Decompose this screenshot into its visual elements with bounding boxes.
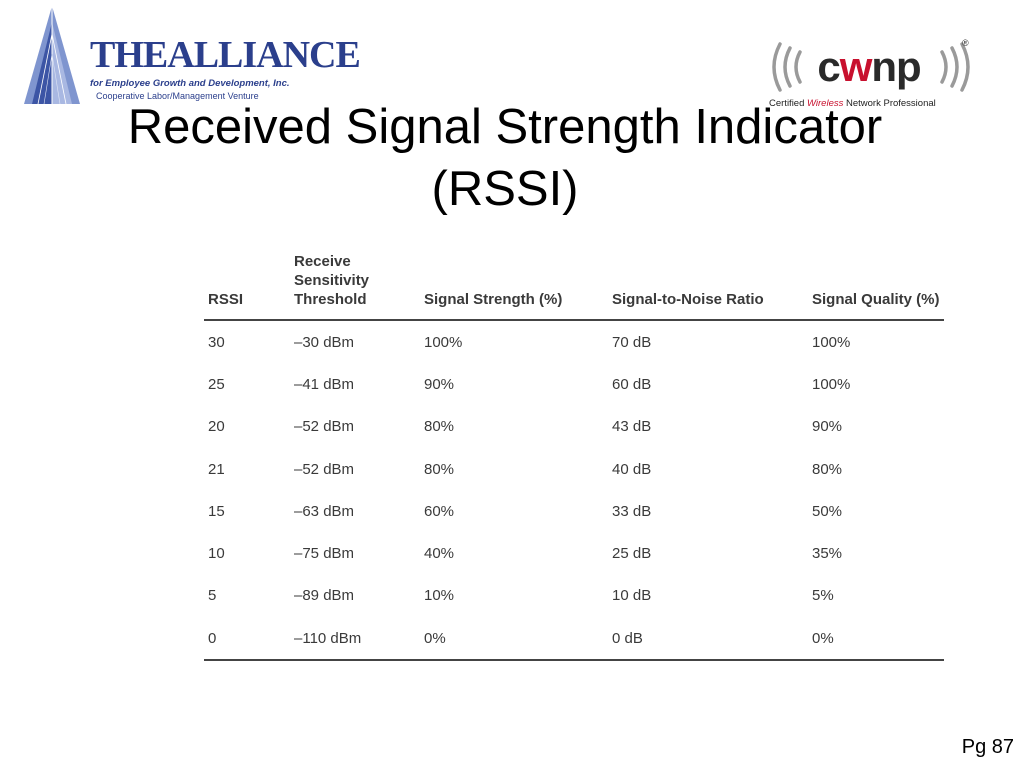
alliance-logo: THEALLIANCE for Employee Growth and Deve… [22,4,361,104]
cell-strength: 40% [424,545,455,563]
alliance-logo-name: THEALLIANCE [90,34,361,76]
cell-quality: 5% [812,587,834,605]
slide-title: Received Signal Strength Indicator (RSSI… [0,96,1010,220]
cell-strength: 90% [424,375,455,393]
slide-title-line-1: Received Signal Strength Indicator [127,100,883,154]
cell-quality: 0% [808,617,944,662]
header-snr: Signal-to-Noise Ratio [608,252,808,321]
table-row: 15 –63 dBm 60% 33 dB 50% [204,490,944,532]
alliance-building-icon [24,6,80,104]
cell-strength: 100% [424,333,463,351]
cell-rssi: 0 [204,617,290,662]
cell-rssi: 10 [208,545,225,563]
table-row: 20 –52 dBm 80% 43 dB 90% [204,406,944,448]
cell-threshold: –41 dBm [294,375,355,393]
cell-quality: 50% [812,502,843,520]
cell-quality: 80% [812,460,843,478]
header-threshold-line-1: Receive [294,253,351,270]
cell-threshold: –63 dBm [294,502,355,520]
cell-strength: 80% [424,418,455,436]
cell-quality: 90% [812,418,843,436]
cell-threshold: –110 dBm [290,617,420,662]
table-row: 21 –52 dBm 80% 40 dB 80% [204,448,944,490]
cell-strength: 60% [424,502,455,520]
cell-snr: 10 dB [612,587,652,605]
cell-quality: 100% [812,375,851,393]
registered-mark: ® [962,38,969,48]
cell-rssi: 21 [208,460,225,478]
cell-rssi: 5 [208,587,217,605]
cell-rssi: 25 [208,375,225,393]
header-threshold: Receive Sensitivity Threshold [290,252,420,321]
cell-snr: 40 dB [612,460,652,478]
cell-snr: 33 dB [612,502,652,520]
cell-threshold: –89 dBm [294,587,355,605]
cell-snr: 70 dB [612,333,652,351]
cell-threshold: –52 dBm [294,460,355,478]
cell-strength: 10% [424,587,455,605]
cell-snr: 25 dB [612,545,652,563]
cell-rssi: 30 [208,333,225,351]
cwnp-tagline: Certified Wireless Network Professional [769,98,936,109]
header-threshold-line-3: Threshold [294,291,367,308]
cell-strength: 0% [420,617,608,662]
cell-snr: 0 dB [608,617,808,662]
table-header-row: RSSI Receive Sensitivity Threshold Signa… [204,252,944,321]
cell-rssi: 15 [208,502,225,520]
alliance-tagline: for Employee Growth and Development, Inc… [90,78,290,89]
slide-title-line-2: (RSSI) [431,162,579,216]
cell-threshold: –75 dBm [294,545,355,563]
cell-snr: 43 dB [612,418,652,436]
cwnp-logo-name: cwnp [817,43,921,90]
wireless-waves-icon [772,42,970,92]
header-signal-strength: Signal Strength (%) [420,252,608,321]
table-row: 25 –41 dBm 90% 60 dB 100% [204,363,944,405]
cell-threshold: –30 dBm [294,333,355,351]
header-signal-quality: Signal Quality (%) [808,252,944,321]
cell-snr: 60 dB [612,375,652,393]
alliance-subtagline: Cooperative Labor/Management Venture [96,91,259,101]
cell-strength: 80% [424,460,455,478]
page-number: Pg 87 [961,736,1014,758]
header-rssi: RSSI [204,252,290,321]
rssi-table: RSSI Receive Sensitivity Threshold Signa… [204,252,944,662]
table-row: 0 –110 dBm 0% 0 dB 0% [204,617,944,662]
cwnp-logo: cwnp ® Certified Wireless Network Profes… [766,38,976,112]
table-row: 30 –30 dBm 100% 70 dB 100% [204,320,944,363]
cell-quality: 35% [812,545,843,563]
cell-rssi: 20 [208,418,225,436]
cell-quality: 100% [812,333,851,351]
table-row: 10 –75 dBm 40% 25 dB 35% [204,532,944,574]
table-row: 5 –89 dBm 10% 10 dB 5% [204,575,944,617]
header-threshold-line-2: Sensitivity [294,272,370,289]
cell-threshold: –52 dBm [294,418,355,436]
